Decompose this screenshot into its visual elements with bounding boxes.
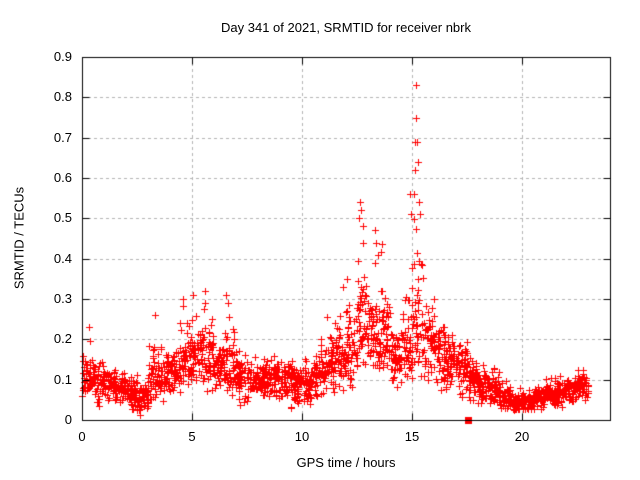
y-axis-label: SRMTID / TECUs [11,186,27,290]
x-tick-label: 5 [188,429,196,444]
chart-title: Day 341 of 2021, SRMTID for receiver nbr… [221,20,471,35]
x-axis-label: GPS time / hours [296,455,396,470]
x-tick-label: 0 [78,429,86,444]
x-tick-label: 15 [404,429,420,444]
y-tick-label: 0.1 [53,371,72,387]
y-tick-label: 0 [64,412,72,427]
y-tick-label: 0.5 [53,210,72,226]
y-tick-label: 0.3 [53,291,72,306]
x-tick-label: 10 [294,429,310,444]
y-tick-label: 0.9 [53,49,72,64]
y-tick-label: 0.4 [53,250,72,266]
x-tick-label: 20 [514,429,530,444]
y-tick-label: 0.7 [53,129,72,145]
y-tick-label: 0.6 [53,170,72,185]
y-tick-label: 0.2 [53,331,72,347]
y-tick-label: 0.8 [53,89,72,105]
